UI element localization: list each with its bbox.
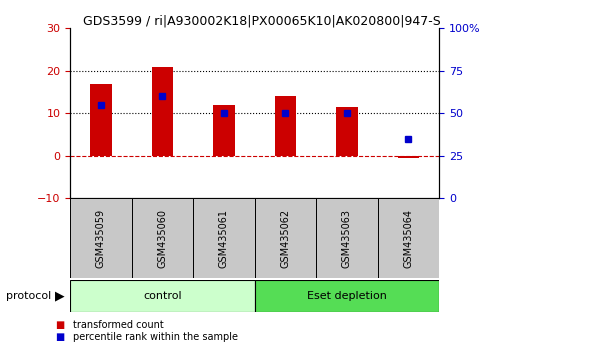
Text: ▶: ▶ [55, 289, 65, 302]
Text: control: control [143, 291, 182, 301]
Text: GSM435061: GSM435061 [219, 209, 229, 268]
Bar [255, 198, 316, 278]
Bar [398, 156, 419, 158]
Text: Eset depletion: Eset depletion [307, 291, 387, 301]
Text: ■: ■ [55, 320, 64, 330]
Text: GSM435064: GSM435064 [403, 209, 414, 268]
Text: transformed count: transformed count [73, 320, 164, 330]
Bar [255, 280, 439, 312]
Text: GSM435062: GSM435062 [281, 209, 290, 268]
Bar [193, 198, 255, 278]
Text: GSM435060: GSM435060 [157, 209, 167, 268]
Bar [274, 96, 296, 156]
Bar [70, 280, 255, 312]
Bar [132, 198, 193, 278]
Bar [90, 84, 112, 156]
Text: GDS3599 / ri|A930002K18|PX00065K10|AK020800|947-S: GDS3599 / ri|A930002K18|PX00065K10|AK020… [84, 14, 441, 27]
Text: GSM435059: GSM435059 [96, 209, 106, 268]
Bar [378, 198, 439, 278]
Text: percentile rank within the sample: percentile rank within the sample [73, 332, 238, 342]
Bar [336, 107, 357, 156]
Text: protocol: protocol [6, 291, 51, 301]
Bar [152, 67, 173, 156]
Text: GSM435063: GSM435063 [342, 209, 352, 268]
Text: ■: ■ [55, 332, 64, 342]
Bar [70, 198, 132, 278]
Bar [213, 105, 235, 156]
Bar [316, 198, 378, 278]
